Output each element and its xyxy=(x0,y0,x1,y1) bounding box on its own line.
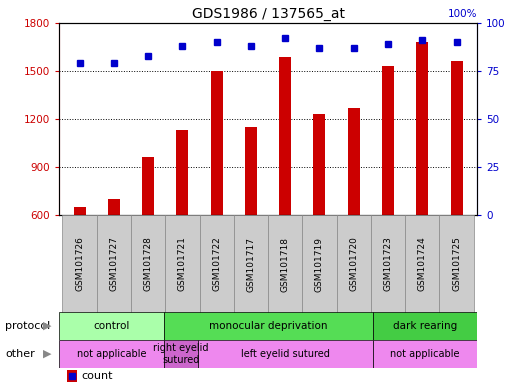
Text: right eyelid
sutured: right eyelid sutured xyxy=(153,343,209,365)
FancyBboxPatch shape xyxy=(164,312,372,340)
Text: other: other xyxy=(5,349,35,359)
Text: GSM101721: GSM101721 xyxy=(178,237,187,291)
Text: GSM101722: GSM101722 xyxy=(212,237,221,291)
Bar xyxy=(67,370,77,382)
Bar xyxy=(108,199,120,311)
Text: GSM101726: GSM101726 xyxy=(75,237,84,291)
Bar xyxy=(279,57,291,311)
Bar xyxy=(176,130,188,311)
Text: GSM101727: GSM101727 xyxy=(109,237,119,291)
Text: not applicable: not applicable xyxy=(390,349,460,359)
FancyBboxPatch shape xyxy=(199,340,372,368)
Bar xyxy=(142,157,154,311)
FancyBboxPatch shape xyxy=(440,215,473,313)
FancyBboxPatch shape xyxy=(302,215,337,313)
Text: GSM101723: GSM101723 xyxy=(384,237,392,291)
FancyBboxPatch shape xyxy=(234,215,268,313)
Text: protocol: protocol xyxy=(5,321,50,331)
FancyBboxPatch shape xyxy=(63,215,96,313)
Bar xyxy=(450,61,463,311)
Text: GSM101724: GSM101724 xyxy=(418,237,427,291)
Text: GSM101718: GSM101718 xyxy=(281,237,290,291)
Bar xyxy=(416,42,428,311)
Bar xyxy=(73,207,86,311)
Text: GSM101728: GSM101728 xyxy=(144,237,152,291)
Bar xyxy=(348,108,360,311)
Text: GSM101720: GSM101720 xyxy=(349,237,358,291)
Text: monocular deprivation: monocular deprivation xyxy=(209,321,327,331)
Text: ▶: ▶ xyxy=(43,349,51,359)
Text: left eyelid sutured: left eyelid sutured xyxy=(241,349,330,359)
FancyBboxPatch shape xyxy=(164,340,199,368)
Text: GSM101717: GSM101717 xyxy=(246,237,255,291)
Text: not applicable: not applicable xyxy=(76,349,146,359)
Text: control: control xyxy=(93,321,129,331)
Text: GSM101719: GSM101719 xyxy=(315,237,324,291)
FancyBboxPatch shape xyxy=(59,340,164,368)
FancyBboxPatch shape xyxy=(131,215,165,313)
Text: count: count xyxy=(81,371,112,381)
Title: GDS1986 / 137565_at: GDS1986 / 137565_at xyxy=(191,7,345,21)
FancyBboxPatch shape xyxy=(372,340,477,368)
Text: GSM101725: GSM101725 xyxy=(452,237,461,291)
FancyBboxPatch shape xyxy=(405,215,440,313)
Text: 100%: 100% xyxy=(447,9,477,19)
Bar xyxy=(245,127,257,311)
Text: dark rearing: dark rearing xyxy=(393,321,457,331)
Text: ▶: ▶ xyxy=(43,321,51,331)
FancyBboxPatch shape xyxy=(268,215,302,313)
FancyBboxPatch shape xyxy=(200,215,234,313)
FancyBboxPatch shape xyxy=(165,215,200,313)
Bar xyxy=(382,66,394,311)
Bar xyxy=(211,71,223,311)
FancyBboxPatch shape xyxy=(371,215,405,313)
Bar xyxy=(313,114,325,311)
FancyBboxPatch shape xyxy=(96,215,131,313)
FancyBboxPatch shape xyxy=(59,312,164,340)
FancyBboxPatch shape xyxy=(337,215,371,313)
FancyBboxPatch shape xyxy=(372,312,477,340)
